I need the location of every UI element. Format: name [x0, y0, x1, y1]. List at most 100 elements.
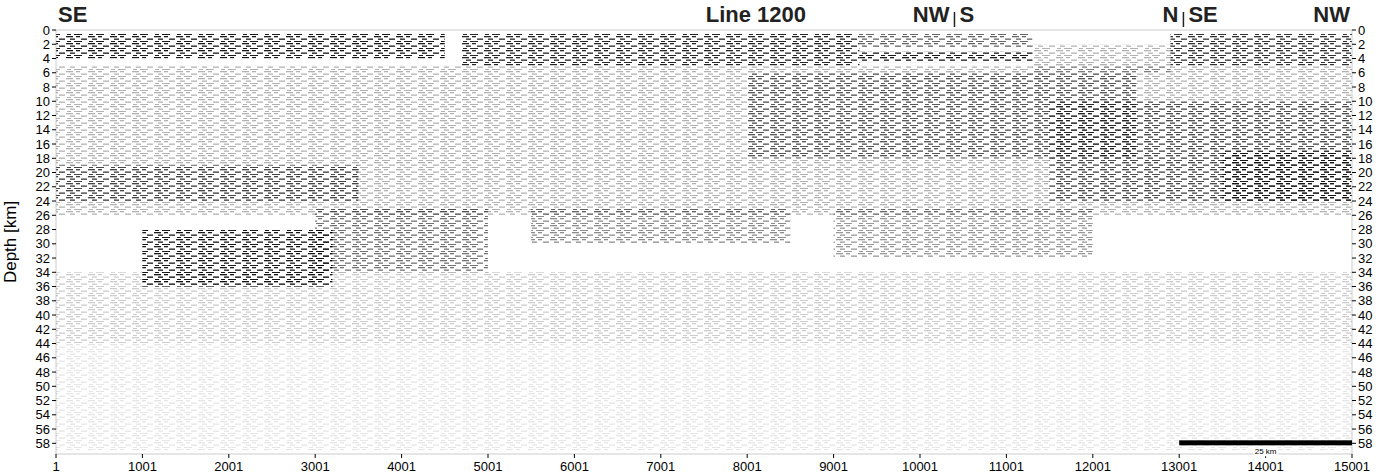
x-tick-label: 2001 — [214, 459, 243, 474]
reflective-zone — [859, 51, 1032, 62]
x-tick — [660, 454, 661, 458]
y-tick — [52, 58, 56, 59]
y-tick-label: 6 — [43, 65, 50, 80]
section — [56, 34, 1352, 451]
y-tick-label: 58 — [1358, 436, 1372, 451]
x-tick — [142, 454, 143, 458]
y-tick — [52, 258, 56, 259]
x-tick-label: 8001 — [733, 459, 762, 474]
x-tick — [574, 454, 575, 458]
y-tick — [1352, 372, 1356, 373]
y-tick-label: 20 — [36, 165, 50, 180]
x-tick-label: 14001 — [1248, 459, 1284, 474]
y-tick-label: 22 — [1358, 179, 1372, 194]
y-tick — [52, 72, 56, 73]
x-tick — [1179, 454, 1180, 458]
y-tick-label: 58 — [36, 436, 50, 451]
y-tick — [1352, 258, 1356, 259]
y-tick-label: 16 — [1358, 137, 1372, 152]
y-tick-label: 24 — [1358, 194, 1372, 209]
y-tick — [52, 144, 56, 145]
y-tick-label: 12 — [36, 108, 50, 123]
y-tick-label: 30 — [1358, 236, 1372, 251]
y-tick-label: 4 — [1358, 51, 1365, 66]
y-tick — [52, 329, 56, 330]
y-tick — [1352, 58, 1356, 59]
y-tick-label: 28 — [36, 222, 50, 237]
y-tick — [1352, 400, 1356, 401]
x-tick — [401, 454, 402, 458]
y-tick — [1352, 144, 1356, 145]
y-tick-label: 44 — [1358, 336, 1372, 351]
y-tick — [1352, 414, 1356, 415]
y-tick-label: 42 — [36, 322, 50, 337]
y-tick — [1352, 429, 1356, 430]
y-tick-label: 14 — [36, 122, 50, 137]
direction-label: S — [959, 2, 974, 27]
y-tick — [1352, 386, 1356, 387]
y-tick — [1352, 243, 1356, 244]
y-tick-label: 12 — [1358, 108, 1372, 123]
x-tick-label: 11001 — [989, 459, 1024, 474]
y-tick — [1352, 72, 1356, 73]
y-tick — [52, 186, 56, 187]
y-tick — [52, 115, 56, 116]
y-tick-label: 48 — [36, 365, 50, 380]
y-tick — [1352, 315, 1356, 316]
y-tick-label: 48 — [1358, 365, 1372, 380]
y-tick — [1352, 44, 1356, 45]
y-axis-title: Depth [km] — [1, 201, 20, 283]
direction-label: N — [1163, 2, 1179, 27]
y-tick-label: 52 — [1358, 393, 1372, 408]
y-tick — [52, 414, 56, 415]
title: Line 1200 — [706, 2, 806, 27]
reflective-zone — [56, 34, 445, 59]
x-tick-label: 6001 — [560, 459, 589, 474]
y-tick — [52, 400, 56, 401]
y-tick-label: 54 — [36, 407, 50, 422]
y-tick — [1352, 272, 1356, 273]
y-tick — [1352, 172, 1356, 173]
y-tick-label: 50 — [1358, 379, 1372, 394]
y-tick-label: 46 — [1358, 350, 1372, 365]
y-tick-label: 4 — [43, 51, 50, 66]
y-tick-label: 26 — [36, 208, 50, 223]
x-tick — [1006, 454, 1007, 458]
reflective-zone — [56, 66, 1352, 216]
y-tick-label: 14 — [1358, 122, 1372, 137]
y-tick-label: 54 — [1358, 407, 1372, 422]
y-tick-label: 18 — [1358, 151, 1372, 166]
y-tick-label: 36 — [36, 279, 50, 294]
y-tick — [1352, 101, 1356, 102]
x-tick — [747, 454, 748, 458]
y-tick — [52, 129, 56, 130]
frame — [56, 30, 1352, 454]
y-tick — [52, 158, 56, 159]
y-tick — [1352, 201, 1356, 202]
bend-marker — [954, 12, 956, 27]
y-tick-label: 34 — [36, 265, 50, 280]
y-tick-label: 38 — [36, 293, 50, 308]
x-tick-label: 4001 — [387, 459, 416, 474]
y-tick — [52, 87, 56, 88]
y-tick — [52, 386, 56, 387]
x-tick-label: 7001 — [646, 459, 675, 474]
x-tick-label: 15001 — [1334, 459, 1370, 474]
bend-marker — [1183, 12, 1185, 27]
y-tick-label: 2 — [43, 37, 50, 52]
y-tick — [1352, 215, 1356, 216]
y-tick — [1352, 300, 1356, 301]
reflective-zone — [142, 230, 332, 287]
y-tick-label: 0 — [43, 23, 50, 38]
y-tick — [52, 357, 56, 358]
y-tick-label: 20 — [1358, 165, 1372, 180]
y-tick — [52, 343, 56, 344]
y-tick — [1352, 115, 1356, 116]
y-tick — [52, 443, 56, 444]
y-tick-label: 44 — [36, 336, 50, 351]
y-tick-label: 40 — [1358, 308, 1372, 323]
reflective-zone — [1050, 101, 1352, 201]
y-tick — [1352, 229, 1356, 230]
y-tick-label: 56 — [1358, 422, 1372, 437]
y-tick — [52, 215, 56, 216]
